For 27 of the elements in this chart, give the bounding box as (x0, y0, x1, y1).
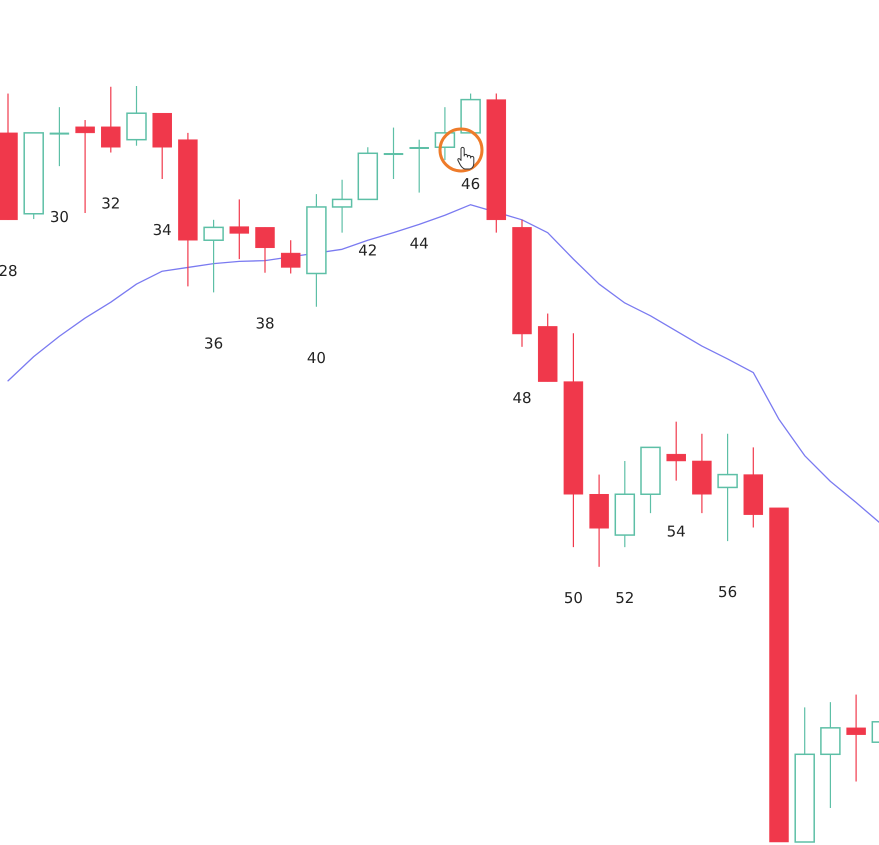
x-tick-label: 54 (666, 522, 686, 541)
x-tick-label: 38 (255, 314, 275, 333)
x-tick-label: 50 (564, 589, 583, 608)
candlestick (666, 421, 686, 482)
x-tick-label: 48 (512, 388, 532, 407)
x-tick-label: 44 (410, 234, 429, 253)
x-tick-label: 34 (152, 220, 172, 239)
x-tick-label: 32 (101, 194, 120, 213)
candlestick (203, 219, 224, 293)
x-tick-label: 40 (306, 348, 326, 367)
candlestick (230, 198, 250, 260)
candlestick (255, 226, 275, 274)
candlestick (50, 106, 70, 167)
x-tick-label: 30 (50, 208, 69, 226)
candlestick (332, 179, 352, 234)
x-tick-label: 36 (204, 334, 224, 352)
candlestick (409, 139, 429, 194)
candlestick (717, 433, 738, 542)
x-tick-label: 42 (358, 241, 378, 260)
candlestick (384, 126, 404, 180)
x-tick-label: 56 (718, 583, 738, 602)
x-tick-label: 52 (615, 589, 634, 608)
candlestick (101, 86, 121, 154)
x-tick-label: 46 (461, 174, 480, 193)
candlestick (75, 119, 95, 214)
candlestick (846, 694, 866, 782)
candlestick (280, 240, 300, 274)
